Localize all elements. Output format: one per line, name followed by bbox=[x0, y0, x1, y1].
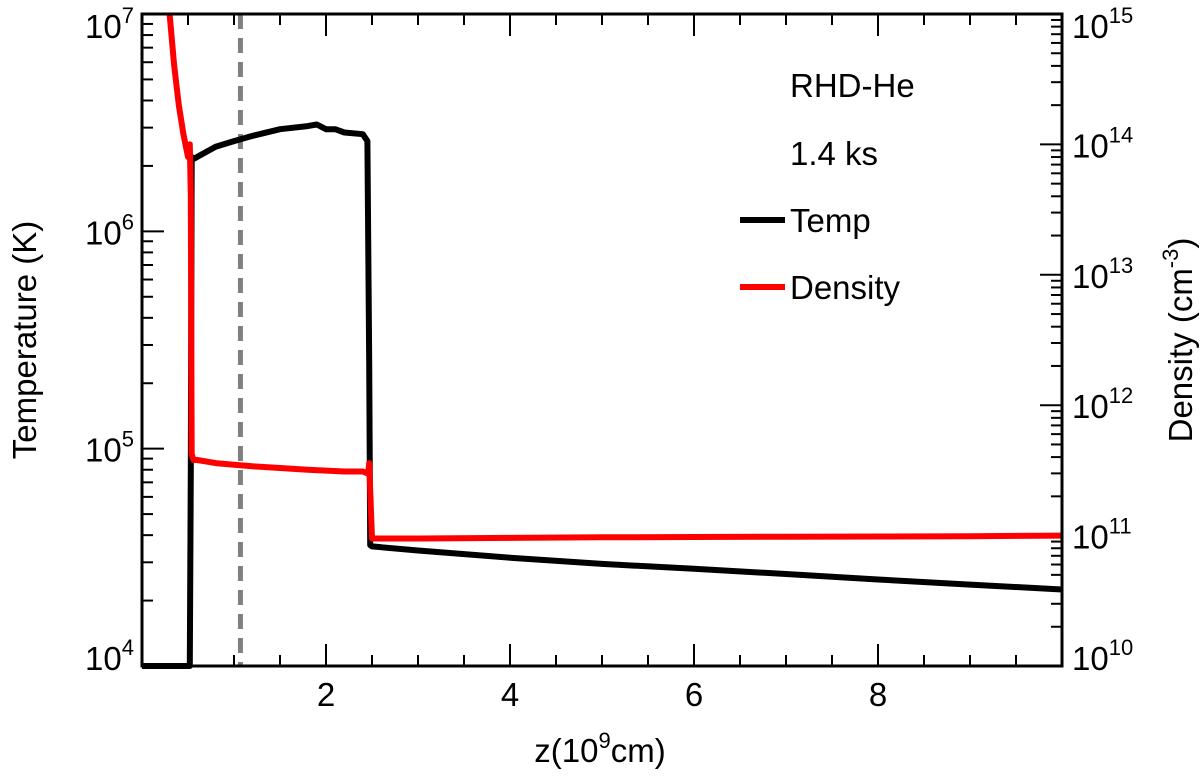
series-layer bbox=[142, 13, 1063, 669]
y-left-tick-label: 105 bbox=[85, 427, 134, 469]
legend-label-density: Density bbox=[790, 269, 901, 306]
axis-ticks bbox=[142, 14, 1062, 666]
y-axis-title-left: Temperature (K) bbox=[6, 221, 43, 459]
plot-frame bbox=[140, 12, 1064, 668]
y-axis-title-right: Density (cm-3) bbox=[1158, 238, 1199, 443]
y-right-tick-label: 1012 bbox=[1072, 383, 1133, 425]
x-axis-title: z(109cm) bbox=[534, 728, 665, 769]
tick-labels: 2 4 6 8 104 105 106 107 1010 1011 1012 1013 1014 1015 bbox=[85, 3, 1133, 713]
y-right-tick-label: 1014 bbox=[1072, 122, 1133, 164]
y-right-tick-label: 1011 bbox=[1072, 514, 1132, 556]
y-left-tick-label: 107 bbox=[85, 3, 134, 45]
x-tick-label: 2 bbox=[317, 676, 335, 713]
y-left-tick-label: 106 bbox=[85, 209, 134, 251]
x-tick-label: 4 bbox=[501, 676, 519, 713]
series-line-temp bbox=[142, 121, 1063, 669]
legend-label-temp: Temp bbox=[790, 202, 871, 239]
x-tick-label: 6 bbox=[685, 676, 703, 713]
x-tick-label: 8 bbox=[869, 676, 887, 713]
y-right-tick-label: 1015 bbox=[1072, 3, 1133, 45]
time-annotation: 1.4 ks bbox=[790, 135, 878, 172]
series-line-density bbox=[166, 13, 1063, 542]
model-annotation: RHD-He bbox=[790, 67, 915, 104]
y-right-tick-label: 1013 bbox=[1072, 253, 1133, 295]
y-right-tick-label: 1010 bbox=[1072, 635, 1133, 677]
y-left-tick-label: 104 bbox=[85, 635, 134, 677]
